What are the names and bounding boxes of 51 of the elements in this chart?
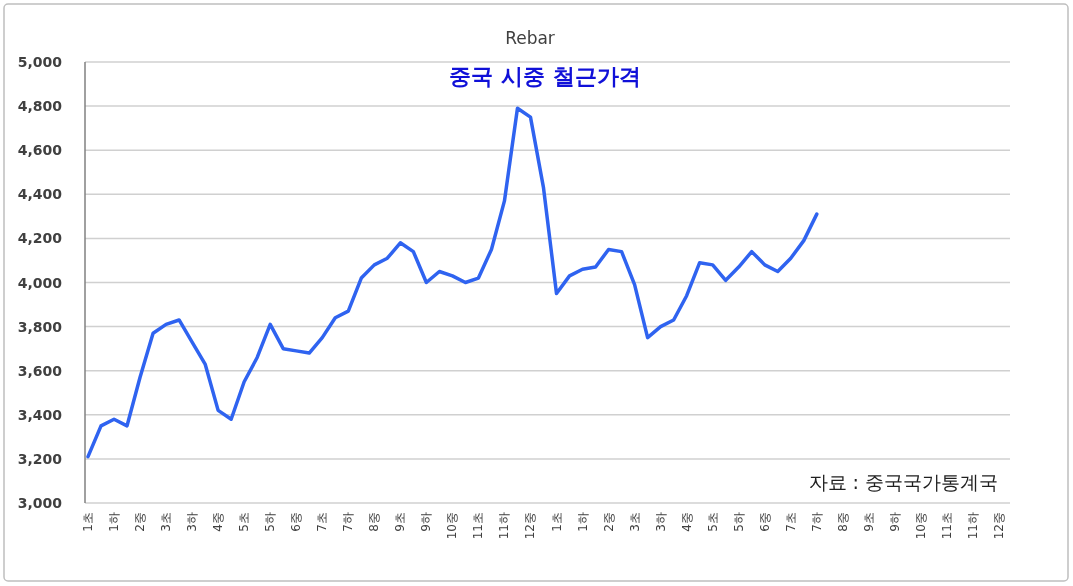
- chart-title: Rebar: [505, 28, 555, 48]
- x-tick-label: 4중: [679, 512, 694, 532]
- x-tick-label: 7초: [783, 512, 798, 532]
- x-tick-label: 11하: [497, 512, 512, 540]
- y-tick-label: 4,600: [17, 142, 63, 159]
- x-tick-label: 1초: [549, 512, 564, 532]
- x-tick-label: 6중: [757, 512, 772, 532]
- x-tick-label: 3하: [653, 512, 668, 532]
- x-tick-label: 4중: [211, 512, 226, 532]
- chart-subtitle: 중국 시중 철근가격: [449, 64, 641, 89]
- y-tick-label: 5,000: [17, 54, 63, 70]
- y-tick-label: 4,800: [17, 98, 63, 115]
- y-tick-label: 3,800: [17, 318, 63, 335]
- x-tick-label: 10중: [445, 512, 460, 540]
- x-tick-label: 8중: [367, 512, 382, 532]
- x-tick-label: 8중: [835, 512, 850, 532]
- x-tick-label: 9초: [861, 512, 876, 532]
- y-tick-label: 3,600: [17, 362, 63, 379]
- x-tick-label: 5초: [237, 512, 252, 532]
- y-tick-label: 3,400: [17, 406, 63, 423]
- x-tick-label: 5하: [263, 512, 278, 532]
- y-tick-label: 4,200: [17, 230, 63, 247]
- x-tick-label: 1하: [575, 512, 590, 532]
- x-tick-label: 2중: [601, 512, 616, 532]
- x-tick-label: 7초: [315, 512, 330, 532]
- x-tick-label: 12중: [991, 512, 1006, 540]
- annotation: 자료 : 중국국가통계국: [808, 471, 998, 493]
- x-tick-label: 12중: [523, 512, 538, 540]
- x-tick-label: 7하: [809, 512, 824, 532]
- y-tick-label: 4,000: [17, 274, 63, 291]
- x-tick-label: 3초: [159, 512, 174, 532]
- x-tick-label: 3하: [185, 512, 200, 532]
- x-tick-label: 6중: [289, 512, 304, 532]
- x-tick-label: 2중: [133, 512, 148, 532]
- x-tick-label: 10중: [913, 512, 928, 540]
- line-series: [86, 106, 819, 459]
- x-tick-label: 5초: [705, 512, 720, 532]
- x-tick-label: 9하: [419, 512, 434, 532]
- y-tick-label: 3,000: [17, 495, 63, 511]
- x-tick-label: 1초: [81, 512, 95, 532]
- x-tick-label: 11초: [471, 512, 486, 540]
- x-tick-label: 9초: [393, 512, 408, 532]
- x-tick-label: 1하: [107, 512, 122, 532]
- x-tick-label: 3초: [627, 512, 642, 532]
- x-tick-label: 11초: [939, 512, 954, 540]
- x-tick-label: 5하: [731, 512, 746, 532]
- x-tick-label: 7하: [341, 512, 356, 532]
- x-tick-label: 9하: [887, 512, 902, 532]
- x-tick-label: 11하: [965, 512, 980, 540]
- y-tick-label: 4,400: [17, 186, 63, 203]
- y-tick-label: 3,200: [17, 450, 63, 467]
